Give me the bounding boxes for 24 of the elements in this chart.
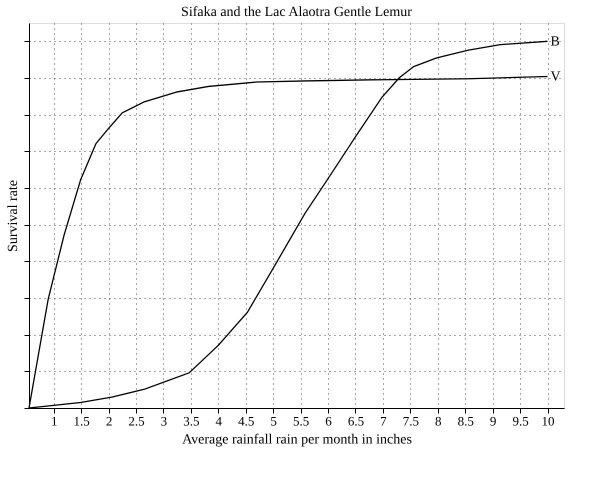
x-tick-label: 6.5 [348,414,364,428]
x-axis-title: Average rainfall rain per month in inches [182,432,412,448]
x-tick-label: 8.5 [458,414,474,428]
y-axis-title: Survival rate [6,180,21,252]
x-tick-label: 2.5 [128,414,145,428]
x-tick-label: 2 [106,414,112,428]
x-tick-label: 7.5 [402,414,419,428]
x-tick-label: 3 [160,414,168,428]
x-tick-label: 5 [270,414,277,428]
x-tick-label: 4.5 [238,414,254,428]
x-tick-label: 9.5 [512,414,529,428]
x-tick-label: 7 [380,414,388,428]
series-label: V [550,70,561,85]
x-tick-label: 10 [542,414,555,428]
x-tick-label: 3.5 [183,414,200,428]
x-tick-label: 5.5 [292,414,310,428]
x-tick-label: 8 [435,414,442,428]
x-tick-label: 9 [490,414,496,428]
series-label: B [550,34,560,50]
x-tick-label: 1 [50,414,58,428]
x-tick-label: 4 [216,414,223,428]
x-tick-label: 1.5 [74,414,90,428]
x-tick-label: 6 [325,414,332,428]
chart-title: Sifaka and the Lac Alaotra Gentle Lemur [181,5,412,20]
